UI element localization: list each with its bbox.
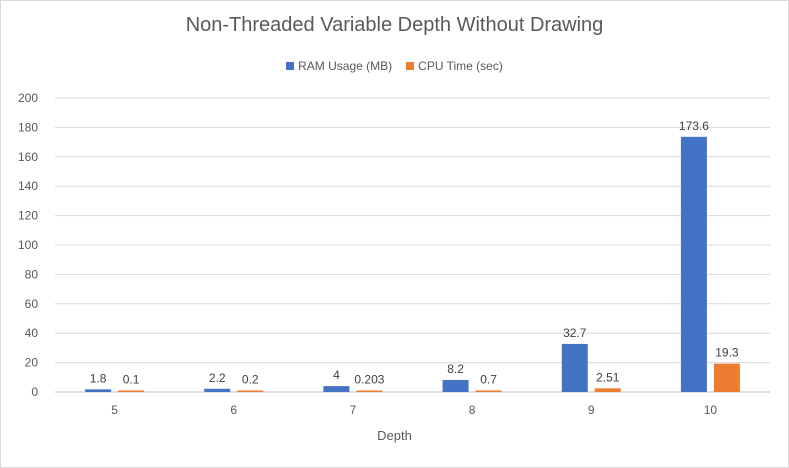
bar <box>475 390 502 392</box>
y-tick-label: 120 <box>18 209 38 223</box>
data-label: 2.51 <box>596 370 620 384</box>
legend-swatch-cpu <box>406 62 415 70</box>
bar <box>204 388 231 392</box>
y-tick-label: 40 <box>25 326 39 340</box>
data-label: 32.7 <box>563 326 587 340</box>
x-tick-label: 7 <box>350 403 357 417</box>
x-tick-label: 9 <box>588 403 595 417</box>
data-label: 0.203 <box>354 373 384 387</box>
bar <box>713 363 740 392</box>
x-tick-label: 5 <box>111 403 118 417</box>
y-tick-label: 0 <box>31 385 38 399</box>
bar <box>237 390 264 392</box>
data-label: 0.1 <box>123 373 140 387</box>
data-label: 4 <box>333 368 340 382</box>
data-label: 0.2 <box>242 373 259 387</box>
x-tick-label: 6 <box>230 403 237 417</box>
data-label: 19.3 <box>715 346 739 360</box>
legend-label-ram: RAM Usage (MB) <box>298 59 393 73</box>
legend-label-cpu: CPU Time (sec) <box>418 59 503 73</box>
bar <box>356 390 383 392</box>
x-tick-label: 8 <box>469 403 476 417</box>
x-axis-label: Depth <box>377 428 412 443</box>
chart-legend: RAM Usage (MB) CPU Time (sec) <box>0 59 789 73</box>
y-tick-label: 200 <box>18 91 38 105</box>
y-tick-label: 20 <box>25 356 39 370</box>
chart-title: Non-Threaded Variable Depth Without Draw… <box>185 14 604 36</box>
y-tick-label: 80 <box>25 267 39 281</box>
bar <box>85 389 112 392</box>
y-tick-label: 160 <box>18 150 38 164</box>
bar <box>442 379 469 392</box>
bar <box>323 386 350 392</box>
y-tick-label: 60 <box>25 297 39 311</box>
y-tick-label: 100 <box>18 238 38 252</box>
legend-item-ram: RAM Usage (MB) <box>286 59 392 73</box>
y-tick-label: 140 <box>18 179 38 193</box>
legend-swatch-ram <box>286 62 295 70</box>
y-tick-label: 180 <box>18 120 38 134</box>
data-label: 8.2 <box>447 362 464 376</box>
legend-item-cpu: CPU Time (sec) <box>406 59 503 73</box>
data-label: 1.8 <box>90 371 107 385</box>
data-label: 173.6 <box>679 119 709 133</box>
bar <box>680 136 707 392</box>
x-tick-label: 10 <box>704 403 718 417</box>
data-label: 0.7 <box>480 373 497 387</box>
bar <box>594 388 621 392</box>
data-label: 2.2 <box>209 371 226 385</box>
bar <box>561 343 588 392</box>
bar <box>118 390 145 392</box>
